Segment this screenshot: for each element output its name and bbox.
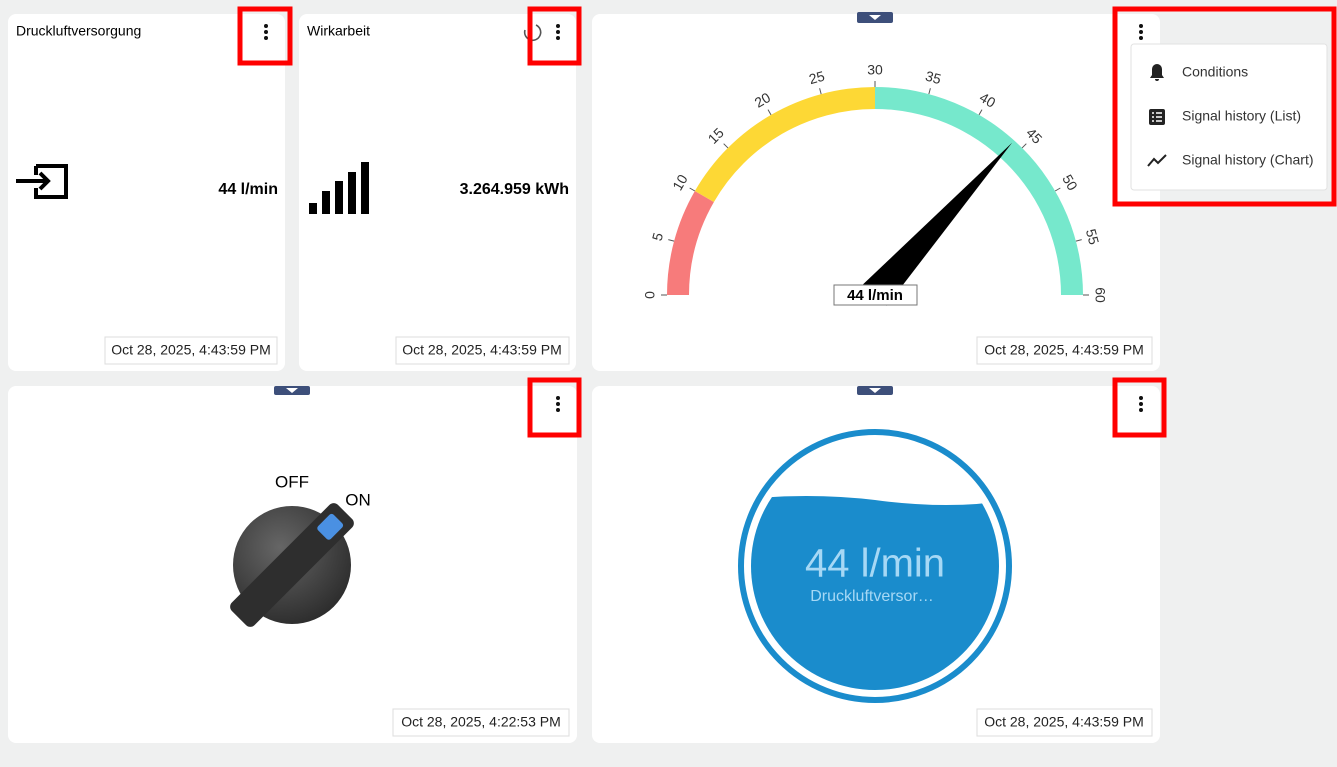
menu-item[interactable]: Signal history (List) — [1182, 108, 1301, 124]
liquid-ring — [738, 429, 1012, 703]
refresh-icon[interactable] — [523, 24, 542, 41]
liquid-name: Druckluftversor… — [810, 588, 934, 605]
kebab-menu[interactable] — [264, 24, 1143, 412]
timestamp: Oct 28, 2025, 4:43:59 PM — [984, 342, 1144, 358]
gauge-needle — [863, 142, 1013, 306]
gauge-tick-label: 20 — [752, 89, 774, 111]
gauge-tick-label: 35 — [924, 68, 943, 88]
gauge-tick — [1021, 143, 1027, 149]
gauge-tick — [928, 88, 931, 95]
tile-value: 44 l/min — [218, 181, 278, 198]
context-menu — [1130, 43, 1328, 191]
timestamp-box — [976, 708, 1153, 737]
list-icon — [1149, 109, 1165, 125]
gauge-tick — [689, 187, 696, 192]
highlight-box — [237, 6, 1337, 438]
menu-item[interactable]: Conditions — [1182, 64, 1248, 80]
gauge-tick-label: 60 — [1092, 287, 1108, 303]
gauge-band — [875, 87, 1083, 295]
timestamp-box — [395, 336, 570, 365]
gauge-tick — [723, 143, 729, 149]
liquid-value: 44 l/min — [805, 542, 945, 586]
timestamp-box — [104, 336, 278, 365]
tile-title: Wirkarbeit — [307, 23, 370, 39]
gauge-value-label: 44 l/min — [847, 287, 903, 304]
timestamp-box — [976, 336, 1153, 365]
gauge-tick-label: 5 — [649, 231, 667, 243]
tile-title: Druckluftversorgung — [16, 23, 141, 39]
gauge-tick-label: 0 — [642, 291, 658, 299]
timestamp: Oct 28, 2025, 4:43:59 PM — [402, 342, 562, 358]
input-icon — [16, 164, 68, 199]
card — [299, 14, 576, 371]
gauge-tick — [767, 109, 772, 116]
switch-on-label: ON — [345, 490, 371, 509]
gauge-band — [694, 87, 875, 202]
switch-handle[interactable] — [228, 501, 357, 630]
card — [8, 14, 285, 371]
gauge-tick — [978, 109, 983, 116]
gauge-tick-label: 30 — [867, 62, 883, 78]
gauge-tick — [668, 239, 675, 242]
gauge-tick-label: 10 — [669, 171, 691, 193]
signal-icon — [309, 162, 369, 214]
card — [592, 14, 1160, 371]
gauge-tick-label: 40 — [977, 89, 999, 111]
gauge-band — [667, 191, 714, 295]
gauge-tick-label: 25 — [807, 68, 826, 88]
tab-arrow — [286, 15, 881, 393]
menu-item[interactable]: Signal history (Chart) — [1182, 152, 1314, 168]
gauge-tick-label: 55 — [1083, 227, 1103, 246]
bell-icon — [1150, 64, 1164, 81]
timestamp-box — [392, 708, 570, 737]
switch-off-label: OFF — [275, 472, 309, 491]
timestamp: Oct 28, 2025, 4:22:53 PM — [401, 714, 561, 730]
timestamp: Oct 28, 2025, 4:43:59 PM — [984, 714, 1144, 730]
gauge-value-box — [833, 284, 918, 306]
chart-icon — [1147, 154, 1167, 167]
gauge-tick-label: 50 — [1059, 172, 1081, 194]
gauge-tick — [1054, 187, 1061, 192]
timestamp: Oct 28, 2025, 4:43:59 PM — [111, 342, 271, 358]
tile-value: 3.264.959 kWh — [460, 181, 569, 198]
gauge-tick — [819, 88, 822, 95]
gauge-tick — [1075, 239, 1082, 242]
